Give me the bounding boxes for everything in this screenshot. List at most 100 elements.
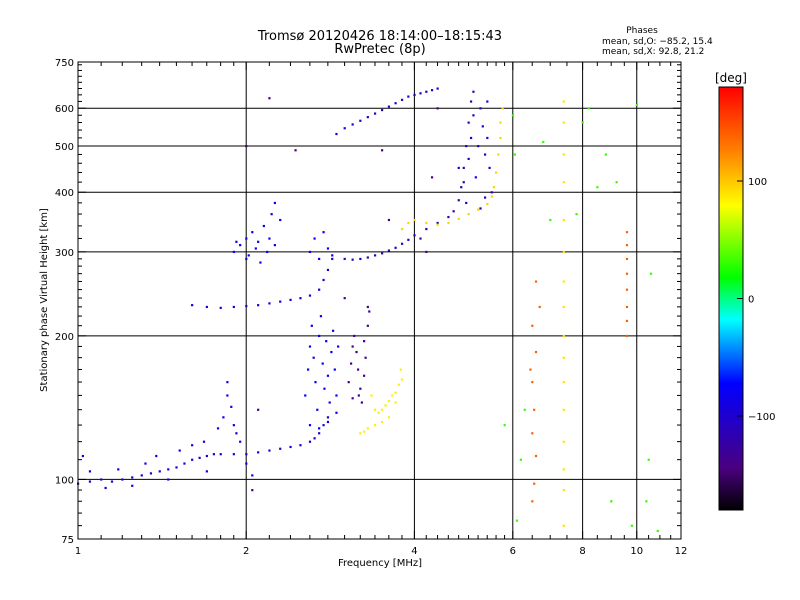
data-point [268,449,271,452]
data-point [397,383,400,386]
data-point [364,356,367,359]
data-point [326,374,330,377]
data-point [88,480,92,483]
data-point [318,257,321,261]
data-point [625,231,629,234]
y-tick-labels: 75 100 200 300 400 500 600 750 [55,58,74,546]
data-point [425,221,428,225]
data-point [604,153,607,156]
data-point [387,105,391,108]
data-point [259,261,262,264]
data-point [222,416,225,419]
data-point [167,468,170,471]
y-tick-label: 750 [55,58,74,69]
data-point [149,472,153,475]
data-point [413,218,416,222]
data-point [314,381,317,384]
colorbar-tick-label: 100 [748,177,767,188]
data-point [359,432,362,435]
data-point [394,391,397,394]
data-point [268,97,271,100]
data-point [351,345,354,348]
data-point [357,394,360,397]
data-point [373,408,377,411]
data-point [575,213,578,216]
colorbar-label: [deg] [715,71,747,85]
data-point [131,476,134,479]
data-point [351,258,354,261]
colorbar-ticks: 100 0 −100 [737,177,775,423]
data-point [257,451,260,454]
data-point [191,304,194,307]
data-point [183,462,186,465]
data-point [279,447,282,450]
data-point [268,302,271,305]
data-point [191,444,194,447]
data-point [257,304,260,307]
data-point [399,368,402,371]
data-point [205,305,208,309]
x-tick-labels: 1 2 4 6 8 10 12 [75,546,688,557]
data-point [477,208,480,211]
data-point [436,87,439,90]
data-point [100,478,103,481]
data-point [232,453,235,456]
data-point [387,416,391,419]
data-point [625,288,629,291]
phases-heading: Phases [626,26,658,36]
data-point [460,186,463,189]
data-point [457,199,460,202]
data-point [279,218,282,222]
data-point [363,340,366,343]
data-point [359,257,362,261]
data-point [219,306,222,309]
data-point [469,100,473,103]
data-point [337,345,340,348]
data-point [391,394,394,397]
data-point [247,254,250,257]
data-point [299,444,302,447]
data-point [483,153,487,156]
data-point [400,98,404,101]
data-point [326,247,330,250]
data-point [486,202,489,206]
data-point [232,250,235,254]
data-point [273,201,276,205]
data-point [394,102,397,105]
data-point [366,305,369,309]
data-point [615,181,618,184]
data-point [306,368,310,371]
grid-lines [78,62,681,539]
colorbar-tick-label: 0 [748,295,754,306]
data-point [349,362,353,365]
data-point [326,268,330,272]
data-point [387,249,391,252]
data-point [370,394,373,397]
data-point [308,345,312,348]
data-point [495,171,498,174]
y-tick-label: 600 [55,104,74,115]
y-axis-label: Stationary phase Virtual Height [km] [39,208,50,392]
data-point [144,462,147,465]
data-point [88,470,92,473]
data-point [140,474,143,477]
data-point [245,304,248,308]
data-point [373,254,377,257]
x-tick-label: 1 [75,546,81,557]
data-point [205,470,208,473]
data-point [562,381,565,384]
data-point [472,90,475,93]
data-point [359,119,362,122]
data-point [335,411,338,414]
y-tick-label: 100 [55,475,74,486]
data-point [245,257,248,261]
data-point [488,166,491,170]
data-point [479,107,482,110]
data-point [587,107,590,110]
data-point [319,315,323,318]
data-point [366,256,369,259]
data-point [457,217,460,220]
data-point [394,246,397,249]
data-point [178,449,181,452]
data-point [313,237,316,240]
